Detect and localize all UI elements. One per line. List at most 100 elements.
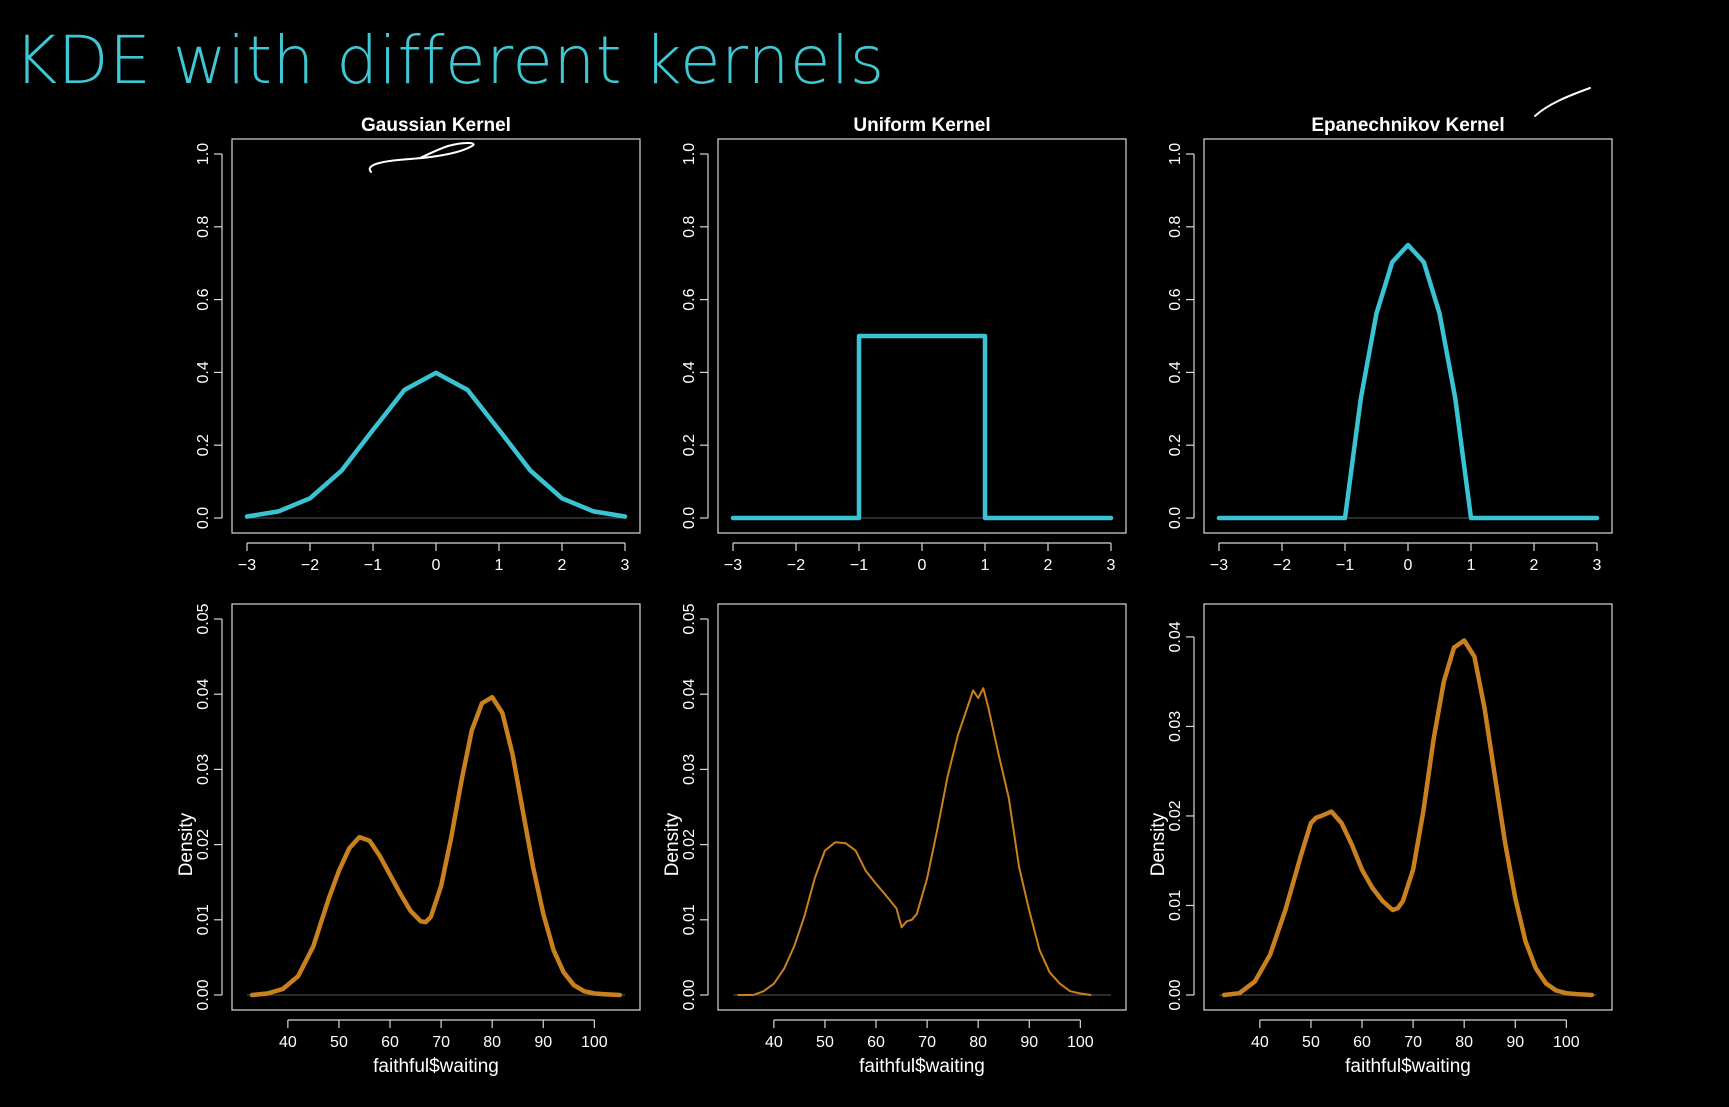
panel-1-x-tick-label: 2 [558, 557, 567, 574]
panel-5-y-tick-label: 0.05 [681, 603, 698, 634]
panel-1-x-tick-label: 0 [432, 557, 441, 574]
panel-1-x-tick-label: −2 [301, 557, 319, 574]
panel-5-x-tick-label: 70 [918, 1034, 936, 1051]
panel-3-y-tick-label: 1.0 [1167, 143, 1184, 165]
panel-6-y-label: Density [1148, 812, 1169, 876]
panel-5-x-label: faithful$waiting [859, 1056, 985, 1077]
panel-6-x-tick-label: 70 [1404, 1034, 1422, 1051]
panel-1-y-tick-label: 0.8 [195, 216, 212, 238]
panel-1-y-tick-label: 1.0 [195, 143, 212, 165]
pen-annotation-left [368, 142, 475, 173]
panel-1-series-line [244, 370, 628, 519]
panel-4-y-tick-label: 0.03 [195, 754, 212, 785]
panel-2-frame [717, 138, 1127, 534]
panel-1-y-tick-label: 0.2 [195, 434, 212, 456]
panel-4-x-tick-label: 40 [279, 1034, 297, 1051]
panel-6-x-tick-label: 80 [1455, 1034, 1473, 1051]
panel-6-frame [1203, 603, 1613, 1011]
panel-4-y-tick-label: 0.05 [195, 603, 212, 634]
panel-3-title: Epanechnikov Kernel [1311, 115, 1504, 136]
panel-4-y-tick-label: 0.01 [195, 904, 212, 935]
panel-6-y-tick-label: 0.00 [1167, 979, 1184, 1010]
panel-4-y-tick-label: 0.04 [195, 679, 212, 710]
panel-1-title: Gaussian Kernel [361, 115, 511, 136]
panel-3-x-tick-label: 2 [1530, 557, 1539, 574]
panel-5-frame [717, 603, 1127, 1011]
panel-2-y-tick-label: 0.0 [681, 507, 698, 529]
panel-1-x-tick-label: −1 [364, 557, 382, 574]
slide-title: KDE with different kernels [14, 22, 885, 99]
panel-6-y-tick-label: 0.03 [1167, 711, 1184, 742]
panel-1-y-tick-label: 0.4 [195, 361, 212, 383]
panel-4-x-tick-label: 90 [534, 1034, 552, 1051]
panel-6-x-tick-label: 40 [1251, 1034, 1269, 1051]
panel-2-y-tick-label: 0.6 [681, 288, 698, 310]
panel-6-x-tick-label: 60 [1353, 1034, 1371, 1051]
panel-3-x-tick-label: 3 [1593, 557, 1602, 574]
panel-6-series-line [1221, 638, 1595, 998]
panel-1-frame [231, 138, 641, 534]
panel-4-y-tick-label: 0.00 [195, 979, 212, 1010]
panel-6-x-tick-label: 100 [1553, 1034, 1580, 1051]
panel-3-y-tick-label: 0.4 [1167, 361, 1184, 383]
panel-4-x-label: faithful$waiting [373, 1056, 499, 1077]
panel-4-x-tick-label: 50 [330, 1034, 348, 1051]
panel-4-frame [231, 603, 641, 1011]
panel-5-x-tick-label: 60 [867, 1034, 885, 1051]
panel-5-y-tick-label: 0.03 [681, 754, 698, 785]
panel-2-series-line [730, 333, 1114, 521]
panel-5-y-tick-label: 0.02 [681, 829, 698, 860]
panel-2-y-tick-label: 0.8 [681, 216, 698, 238]
panel-3-frame [1203, 138, 1613, 534]
panel-5-x-tick-label: 40 [765, 1034, 783, 1051]
panel-1-y-tick-label: 0.0 [195, 507, 212, 529]
pen-annotation-right [1534, 87, 1591, 117]
panel-5-y-tick-label: 0.01 [681, 904, 698, 935]
panel-6-x-tick-label: 90 [1506, 1034, 1524, 1051]
panel-2-x-tick-label: 0 [918, 557, 927, 574]
panel-1-x-tick-label: 1 [495, 557, 504, 574]
panel-2-x-tick-label: −1 [850, 557, 868, 574]
panel-3-y-tick-label: 0.0 [1167, 507, 1184, 529]
panel-2-x-tick-label: −3 [724, 557, 742, 574]
panel-3-series-line [1216, 242, 1600, 521]
panel-2-y-tick-label: 1.0 [681, 143, 698, 165]
panel-4-y-label: Density [176, 812, 197, 876]
panel-5-x-tick-label: 90 [1020, 1034, 1038, 1051]
panel-5-x-tick-label: 50 [816, 1034, 834, 1051]
panel-4-x-tick-label: 100 [581, 1034, 608, 1051]
panel-3-x-tick-label: 0 [1404, 557, 1413, 574]
panel-2-x-tick-label: 2 [1044, 557, 1053, 574]
panel-5-y-tick-label: 0.00 [681, 979, 698, 1010]
panel-1-y-tick-label: 0.6 [195, 288, 212, 310]
panel-6-x-tick-label: 50 [1302, 1034, 1320, 1051]
panel-3-y-tick-label: 0.2 [1167, 434, 1184, 456]
panel-4-y-tick-label: 0.02 [195, 829, 212, 860]
panel-1-x-tick-label: −3 [238, 557, 256, 574]
panel-3-y-tick-label: 0.6 [1167, 288, 1184, 310]
panel-4-x-tick-label: 70 [432, 1034, 450, 1051]
panel-2-title: Uniform Kernel [853, 115, 990, 136]
panel-4-x-tick-label: 60 [381, 1034, 399, 1051]
panel-6-y-tick-label: 0.04 [1167, 621, 1184, 652]
panel-6-y-tick-label: 0.01 [1167, 890, 1184, 921]
panel-5-series-line [737, 687, 1092, 996]
panel-6-x-label: faithful$waiting [1345, 1056, 1471, 1077]
panel-5-x-tick-label: 100 [1067, 1034, 1094, 1051]
panel-3-x-tick-label: −1 [1336, 557, 1354, 574]
panel-5-y-label: Density [662, 812, 683, 876]
panel-3-x-tick-label: 1 [1467, 557, 1476, 574]
panel-4-series-line [249, 694, 623, 998]
panel-5-x-tick-label: 80 [969, 1034, 987, 1051]
panel-2-y-tick-label: 0.4 [681, 361, 698, 383]
panel-5-y-tick-label: 0.04 [681, 679, 698, 710]
panel-2-y-tick-label: 0.2 [681, 434, 698, 456]
panel-3-y-tick-label: 0.8 [1167, 216, 1184, 238]
panel-4-x-tick-label: 80 [483, 1034, 501, 1051]
panel-2-x-tick-label: −2 [787, 557, 805, 574]
panel-1-x-tick-label: 3 [621, 557, 630, 574]
panel-3-x-tick-label: −2 [1273, 557, 1291, 574]
panel-2-x-tick-label: 3 [1107, 557, 1116, 574]
panel-3-x-tick-label: −3 [1210, 557, 1228, 574]
